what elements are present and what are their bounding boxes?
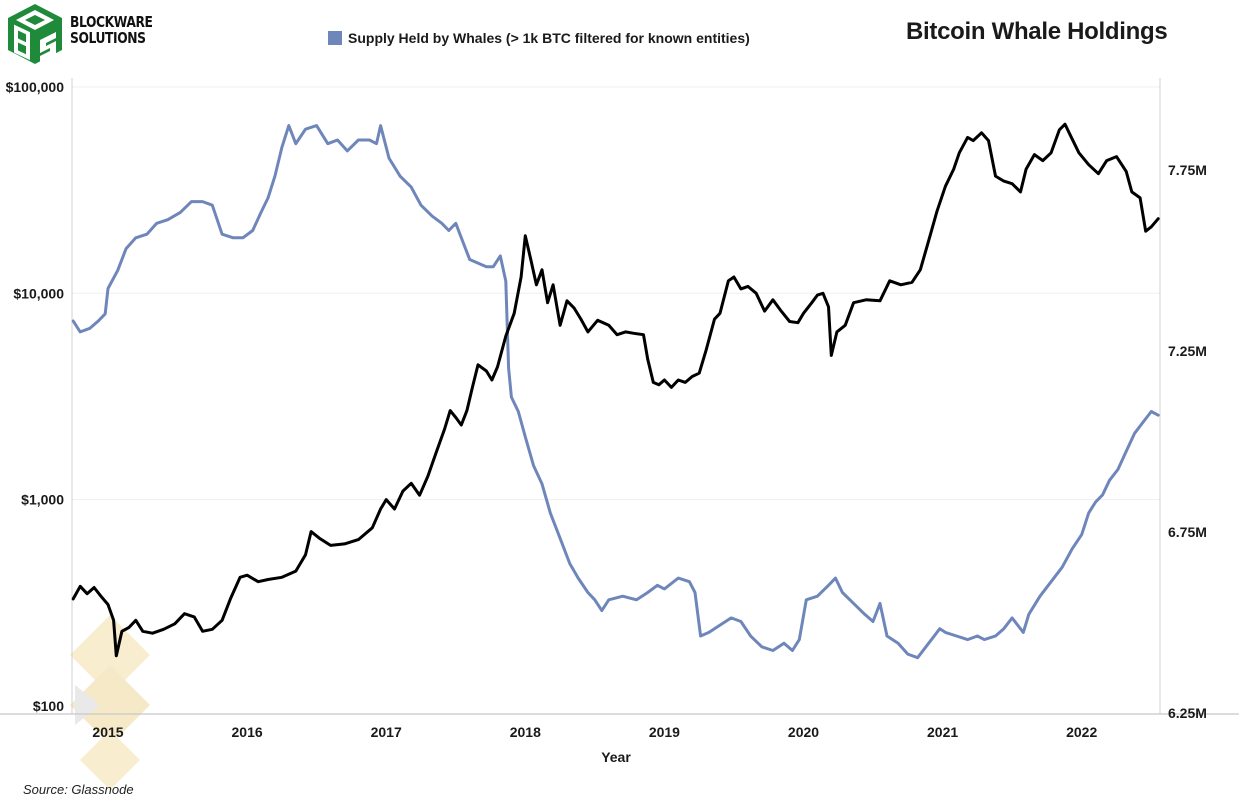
y-right-tick-label: 7.75M xyxy=(1168,162,1207,178)
brand-line-1: BLOCKWARE xyxy=(70,13,153,31)
x-tick-label: 2021 xyxy=(927,724,958,740)
legend-label: Supply Held by Whales (> 1k BTC filtered… xyxy=(348,30,750,46)
brand-name: BLOCKWARE SOLUTIONS xyxy=(70,14,153,46)
grid-lines xyxy=(72,86,1160,501)
x-tick-label: 2018 xyxy=(510,724,541,740)
y-left-tick-label: $1,000 xyxy=(21,492,64,508)
x-tick-label: 2017 xyxy=(371,724,402,740)
x-axis-title: Year xyxy=(601,749,631,765)
y-right-tick-label: 6.25M xyxy=(1168,705,1207,721)
y-right-tick-label: 6.75M xyxy=(1168,524,1207,540)
x-tick-label: 2015 xyxy=(92,724,123,740)
y-left-tick-label: $100 xyxy=(33,698,64,714)
whale-supply-line xyxy=(71,124,1160,660)
chart-title: Bitcoin Whale Holdings xyxy=(906,18,1168,45)
x-tick-label: 2019 xyxy=(649,724,680,740)
cube-logo-icon xyxy=(8,4,62,64)
series-group xyxy=(71,122,1160,660)
x-tick-label: 2016 xyxy=(232,724,263,740)
source-note: Source: Glassnode xyxy=(23,782,134,797)
x-tick-label: 2022 xyxy=(1066,724,1097,740)
blockware-logo: BLOCKWARE SOLUTIONS xyxy=(4,2,164,68)
y-right-tick-label: 7.25M xyxy=(1168,343,1207,359)
x-tick-label: 2020 xyxy=(788,724,819,740)
y-left-tick-labels: $100 $1,000 $10,000 $100,000 xyxy=(6,79,65,714)
chart-legend: Supply Held by Whales (> 1k BTC filtered… xyxy=(328,30,750,46)
y-left-tick-label: $10,000 xyxy=(13,285,64,301)
legend-swatch xyxy=(328,31,342,45)
brand-line-2: SOLUTIONS xyxy=(70,29,146,47)
y-left-tick-label: $100,000 xyxy=(6,79,65,95)
watermark-logo xyxy=(70,615,150,790)
btc-price-line xyxy=(71,122,1160,658)
x-tick-labels: 2015 2016 2017 2018 2019 2020 2021 2022 xyxy=(92,724,1097,740)
y-right-tick-labels: 6.25M 6.75M 7.25M 7.75M xyxy=(1168,162,1207,721)
